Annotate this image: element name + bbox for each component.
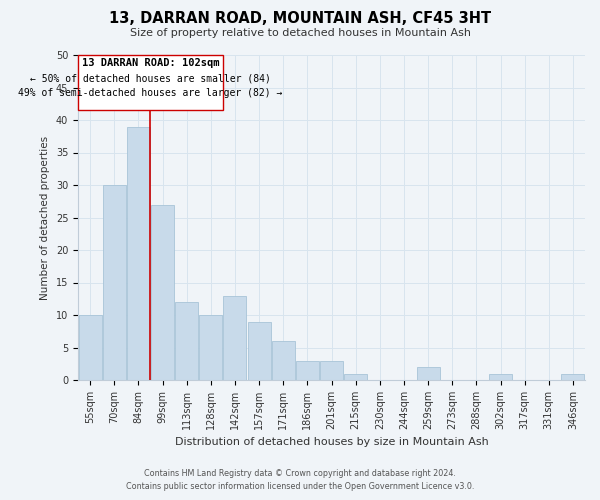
Bar [175,302,198,380]
Text: 13, DARRAN ROAD, MOUNTAIN ASH, CF45 3HT: 13, DARRAN ROAD, MOUNTAIN ASH, CF45 3HT [109,11,491,26]
Bar [103,185,125,380]
X-axis label: Distribution of detached houses by size in Mountain Ash: Distribution of detached houses by size … [175,438,488,448]
Bar [223,296,247,380]
Text: Size of property relative to detached houses in Mountain Ash: Size of property relative to detached ho… [130,28,470,38]
Text: Contains HM Land Registry data © Crown copyright and database right 2024.
Contai: Contains HM Land Registry data © Crown c… [126,470,474,491]
Bar [344,374,367,380]
Bar [248,322,271,380]
Bar [489,374,512,380]
FancyBboxPatch shape [79,55,223,110]
Text: 49% of semi-detached houses are larger (82) →: 49% of semi-detached houses are larger (… [19,88,283,98]
Bar [320,360,343,380]
Bar [127,126,150,380]
Bar [416,367,440,380]
Y-axis label: Number of detached properties: Number of detached properties [40,136,50,300]
Bar [79,315,101,380]
Text: ← 50% of detached houses are smaller (84): ← 50% of detached houses are smaller (84… [30,73,271,83]
Text: 13 DARRAN ROAD: 102sqm: 13 DARRAN ROAD: 102sqm [82,58,220,68]
Bar [199,315,222,380]
Bar [272,341,295,380]
Bar [562,374,584,380]
Bar [296,360,319,380]
Bar [151,204,174,380]
